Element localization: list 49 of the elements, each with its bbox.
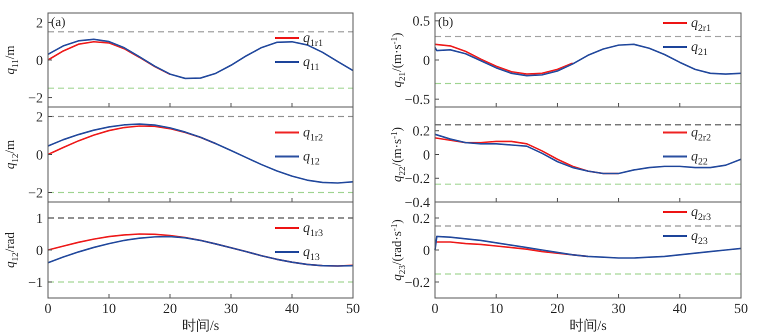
legend-label: q$_{21}$: [691, 40, 708, 58]
legend-label: q$_{13}$: [303, 245, 320, 263]
x-tick-label: 50: [734, 302, 748, 317]
x-axis-title: 时间/s: [569, 318, 607, 334]
y-tick-label: −0.2: [404, 276, 430, 291]
y-tick-label: 0: [423, 54, 430, 69]
y-tick-label: 0: [423, 244, 430, 259]
x-tick-label: 30: [224, 302, 238, 317]
legend-label: q$_{2r2}$: [691, 126, 712, 144]
legend-label: q$_{1r2}$: [303, 126, 324, 144]
line-series: [47, 123, 354, 184]
x-axis-title: 时间/s: [182, 318, 220, 334]
y-tick-label: 2: [36, 16, 43, 32]
x-tick-label: 50: [346, 302, 360, 317]
x-tick-label: 40: [285, 302, 299, 317]
legend-label: q$_{12}$: [303, 150, 320, 168]
y-tick-label: 0: [36, 148, 43, 164]
x-tick-label: 10: [102, 302, 116, 317]
line-series: [434, 44, 574, 75]
legend-label: q$_{23}$: [691, 229, 708, 247]
y-tick-label: 0.2: [412, 124, 430, 140]
x-tick-label: 20: [163, 302, 177, 317]
y-tick-label: −0.2: [404, 172, 430, 188]
line-series: [47, 40, 171, 76]
y-tick-label: −0.5: [404, 93, 430, 108]
line-series: [434, 44, 742, 76]
y-tick-label: 0.2: [412, 212, 430, 227]
y-tick-label: 2: [36, 110, 43, 126]
annotation: (a): [51, 14, 66, 29]
legend-label: q$_{2r3}$: [691, 205, 712, 223]
y-tick-label: 0: [36, 244, 43, 259]
y-tick-label: −2: [28, 92, 43, 106]
legend-label: q$_{1r1}$: [303, 31, 324, 49]
legend-label: q$_{1r3}$: [303, 221, 324, 239]
y-tick-label: −2: [28, 186, 43, 202]
legend-label: q$_{22}$: [691, 150, 708, 168]
y-tick-label: −0.4: [404, 196, 430, 211]
x-tick-label: 30: [612, 302, 626, 317]
y-tick-label: 0: [423, 148, 430, 164]
y-tick-label: −1: [28, 276, 43, 291]
x-tick-label: 10: [489, 302, 504, 317]
legend-label: q$_{2r1}$: [691, 16, 712, 34]
y-tick-label: 0: [36, 54, 43, 69]
legend-label: q$_{11}$: [303, 55, 320, 73]
y-tick-label: 1: [36, 212, 43, 227]
y-tick-label: 0.5: [412, 14, 430, 30]
x-tick-label: 20: [550, 302, 564, 317]
x-tick-label: 40: [672, 302, 687, 317]
annotation: (b): [438, 14, 454, 29]
